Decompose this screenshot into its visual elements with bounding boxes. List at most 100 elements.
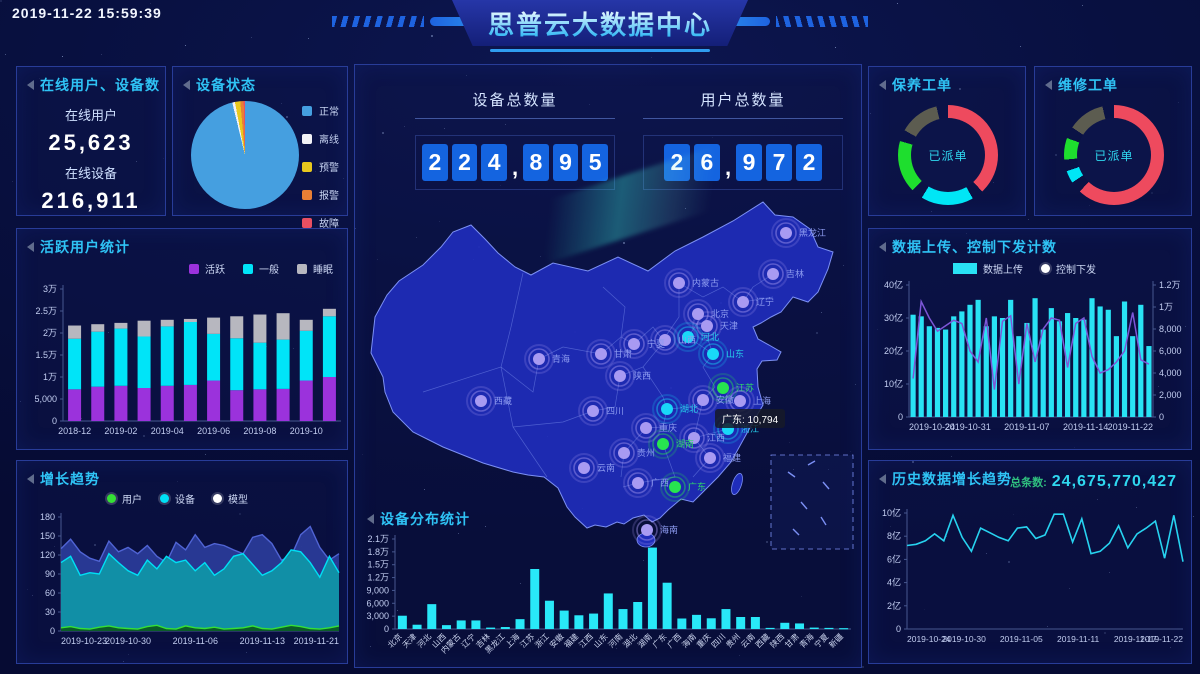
province-border xyxy=(562,286,626,355)
bar-segment xyxy=(137,336,151,388)
bar xyxy=(530,569,540,629)
x-tick-label: 湖南 xyxy=(635,631,653,649)
map-bubble[interactable]: 山东 xyxy=(698,339,744,369)
legend-item[interactable]: 用户 xyxy=(107,491,142,506)
bar xyxy=(999,318,1006,417)
repair-donut-chart[interactable]: 已派单 xyxy=(1064,105,1164,205)
x-tick-label: 2019-11-06 xyxy=(173,636,218,646)
map-bubble[interactable]: 重庆 xyxy=(631,413,677,443)
bar xyxy=(662,582,672,629)
legend-item[interactable]: 数据上传 xyxy=(953,261,1023,276)
map-bubble[interactable]: 陕西 xyxy=(605,361,651,391)
legend-item[interactable]: 离线 xyxy=(302,131,339,146)
bar xyxy=(991,316,997,417)
map-bubble[interactable]: 内蒙古 xyxy=(664,268,719,298)
panel-maintain-orders: 保养工单 已派单 xyxy=(868,66,1026,216)
maintain-donut-chart[interactable]: 已派单 xyxy=(898,105,998,205)
legend-item[interactable]: 活跃 xyxy=(189,261,225,276)
area-fill xyxy=(61,549,339,631)
map-bubble[interactable]: 辽宁 xyxy=(728,287,774,317)
bar xyxy=(515,619,525,629)
map-bubble[interactable]: 贵州 xyxy=(609,438,655,468)
bubble-label: 青海 xyxy=(552,353,570,364)
bubble-halo-outer xyxy=(692,311,722,341)
panel-maintain-title: 保养工单 xyxy=(879,75,952,95)
device-distribution-bar-chart[interactable]: 03,0006,0009,0001.2万1.5万1.8万2.1万北京天津河北山西… xyxy=(359,527,857,667)
y2-tick-label: 1.2万 xyxy=(1159,280,1181,290)
updown-bar-line-chart[interactable]: 0 10亿 20亿 30亿 40亿 0 2,000 4,000 6,000 8,000 1万 1.2万… xyxy=(869,277,1193,449)
legend-item[interactable]: 预警 xyxy=(302,159,339,174)
y-tick-label: 6亿 xyxy=(887,553,901,564)
bubble-core xyxy=(704,452,716,464)
map-bubble[interactable]: 海南 xyxy=(632,515,678,545)
map-bubble[interactable]: 四川 xyxy=(578,396,624,426)
x-tick-label: 安徽 xyxy=(547,631,565,649)
map-bubble[interactable]: 北京 xyxy=(683,299,729,329)
map-bubble[interactable]: 江苏 xyxy=(708,373,754,403)
legend-label: 报警 xyxy=(319,191,339,202)
bubble-halo xyxy=(609,365,631,387)
active-users-stacked-bar-chart[interactable]: 0 5,000 1万 1.5万 2万 2.5万 3万 2018-12 2019-02 2019-0… xyxy=(17,279,349,449)
legend-swatch xyxy=(1041,264,1050,273)
x-tick-label: 广西 xyxy=(665,631,683,649)
legend-item[interactable]: 正常 xyxy=(302,103,339,118)
digit-box: 2 xyxy=(451,144,478,181)
map-bubble[interactable]: 云南 xyxy=(569,453,615,483)
map-bubble[interactable]: 湖南 xyxy=(648,429,694,459)
province-border xyxy=(500,346,564,393)
bubble-core xyxy=(578,462,590,474)
map-bubble[interactable]: 安徽 xyxy=(688,385,734,415)
legend-item[interactable]: 睡眠 xyxy=(297,261,333,276)
bubble-label: 江西 xyxy=(707,433,725,443)
y-tick-label: 0 xyxy=(384,624,389,634)
map-bubble[interactable]: 山西 xyxy=(650,325,696,355)
bubble-halo-outer xyxy=(524,344,554,374)
bubble-halo xyxy=(677,326,699,348)
map-bubble[interactable]: 西藏 xyxy=(466,386,512,416)
legend-item[interactable]: 报警 xyxy=(302,187,339,202)
map-bubble[interactable]: 吉林 xyxy=(758,259,804,289)
legend-label: 故障 xyxy=(319,219,339,230)
map-bubble[interactable]: 江西 xyxy=(679,423,725,453)
bubble-halo-outer xyxy=(466,386,496,416)
legend-item[interactable]: 设备 xyxy=(160,491,195,506)
map-bubble[interactable]: 河北 xyxy=(673,322,719,352)
device-status-pie-chart[interactable] xyxy=(191,101,299,209)
legend-item[interactable]: 控制下发 xyxy=(1041,261,1096,276)
x-tick-label: 上海 xyxy=(503,631,521,649)
bar xyxy=(544,600,554,629)
map-bubble[interactable]: 天津 xyxy=(692,311,738,341)
map-bubble[interactable]: 青海 xyxy=(524,344,570,374)
map-bubble[interactable]: 广东 xyxy=(660,472,706,502)
star xyxy=(835,46,837,48)
bubble-label: 四川 xyxy=(606,406,624,416)
map-bubble[interactable]: 福建 xyxy=(695,443,741,473)
panel-updown-title: 数据上传、控制下发计数 xyxy=(879,237,1057,257)
y-tick-label: 1.8万 xyxy=(367,547,389,557)
bubble-core xyxy=(780,227,792,239)
panel-online-title: 在线用户、设备数 xyxy=(27,75,160,95)
map-bubble[interactable]: 黑龙江 xyxy=(771,218,826,248)
legend-item[interactable]: 模型 xyxy=(213,491,248,506)
province-border xyxy=(692,399,711,478)
map-bubble[interactable]: 宁夏 xyxy=(619,329,665,359)
map-bubble[interactable]: 湖北 xyxy=(652,394,698,424)
y-tick-label: 2亿 xyxy=(887,600,901,611)
x-tick-label: 2019-11-05 xyxy=(1000,634,1043,644)
bar xyxy=(1130,336,1136,417)
map-bubble[interactable]: 甘肃 xyxy=(586,339,632,369)
bubble-label: 山西 xyxy=(678,335,696,345)
legend-item[interactable]: 一般 xyxy=(243,261,279,276)
x-tick-label: 浙江 xyxy=(532,631,550,649)
map-bubble[interactable]: 广西 xyxy=(623,468,669,498)
legend-swatch xyxy=(297,263,307,274)
y-tick-label: 0 xyxy=(896,624,901,634)
legend-item[interactable]: 故障 xyxy=(302,215,339,230)
bar-segment xyxy=(299,380,313,421)
panel-online-stats: 在线用户、设备数 在线用户 25,623 在线设备 216,911 xyxy=(16,66,166,216)
